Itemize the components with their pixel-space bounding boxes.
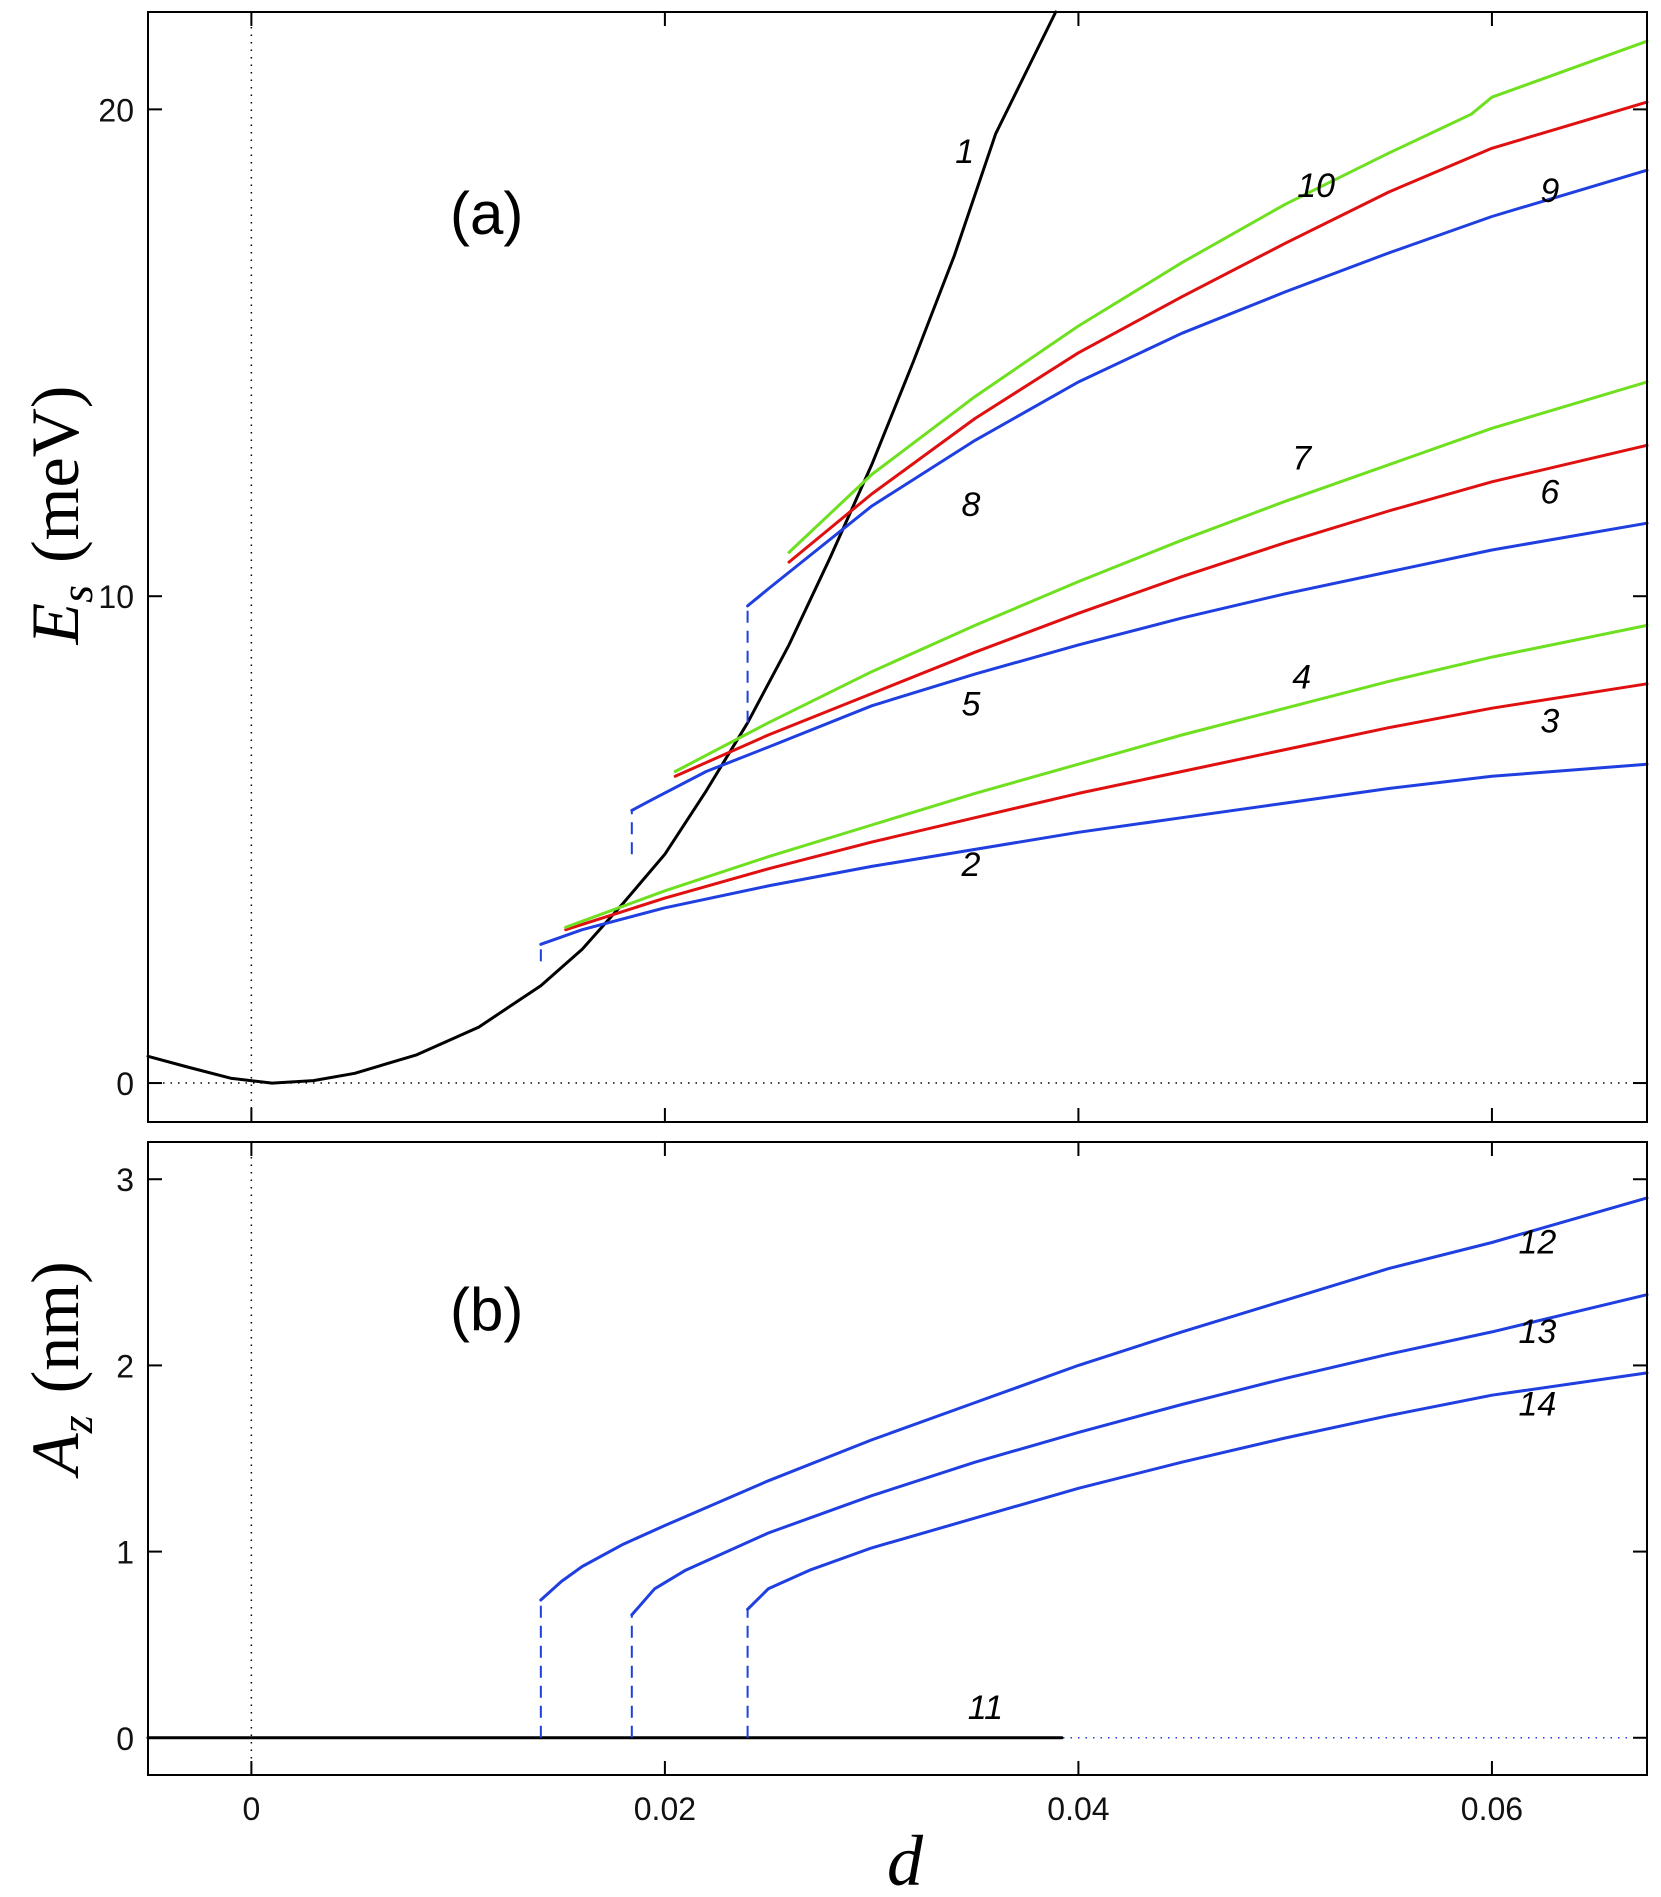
panel-a-series-3	[564, 682, 1649, 932]
panel-a-curve-label-5: 5	[961, 685, 980, 723]
svg-text:Az(nm): Az (nm)	[17, 1261, 102, 1479]
panel-a-series-9	[787, 100, 1649, 564]
panel-b-ytick-label: 0	[116, 1721, 134, 1757]
panel-a-curve-label-8: 8	[961, 486, 980, 524]
panel-a-series-8	[746, 168, 1649, 608]
panel-b-ytick-label: 3	[116, 1162, 134, 1198]
panel-a-series-2	[539, 762, 1649, 946]
panel-a-ylabel-unit: (meV)	[17, 386, 93, 563]
panel-b-series-12	[539, 1196, 1649, 1602]
panel-a-ylabel-main: E	[17, 603, 93, 646]
panel-b-ytick-label: 1	[116, 1535, 134, 1571]
x-axis-label: d	[887, 1821, 924, 1897]
panel-b-xtick-label: 0	[242, 1791, 260, 1827]
panel-a-curve-label-7: 7	[1292, 440, 1312, 478]
panel-b-ylabel-main: A	[17, 1433, 93, 1479]
panel-a-ytick-label: 10	[98, 579, 134, 615]
panel-a-curve-label-4: 4	[1292, 659, 1311, 697]
panel-a-ytick-label: 20	[98, 92, 134, 128]
panel-b-ylabel-unit: (nm)	[17, 1261, 93, 1393]
panel-a-ytick-label: 0	[116, 1066, 134, 1102]
panel-a-curve-label-10: 10	[1297, 167, 1335, 205]
panel-a-series-7	[673, 380, 1649, 773]
panel-b-xtick-label: 0.02	[634, 1791, 696, 1827]
panel-b-curve-label-14: 14	[1519, 1386, 1557, 1424]
panel-b-frame	[147, 1141, 1648, 1776]
panel-b-xtick-label: 0.06	[1461, 1791, 1523, 1827]
panel-a-curve-label-2: 2	[960, 846, 980, 884]
panel-b-curve-label-12: 12	[1519, 1224, 1557, 1262]
panel-b-xtick-label: 0.04	[1047, 1791, 1109, 1827]
panel-b-curve-label-11: 11	[968, 1689, 1003, 1727]
panel-b-ytick-label: 2	[116, 1348, 134, 1384]
panel-b-label: (b)	[450, 1276, 523, 1343]
panel-a-series-1	[146, 10, 1058, 1085]
panel-b-curve-label-13: 13	[1519, 1313, 1557, 1351]
panel-b-series-14	[746, 1371, 1649, 1611]
panel-a-curve-label-9: 9	[1540, 172, 1559, 210]
panel-a-series-4	[564, 623, 1649, 929]
panel-b-ylabel-sub: z	[51, 1415, 102, 1434]
panel-b-ylabel: Az (nm)	[17, 1261, 102, 1479]
panel-a-series-5	[630, 521, 1649, 812]
panel-a-ylabel: Es (meV)	[17, 386, 102, 646]
panel-a-ylabel-sub: s	[51, 585, 102, 603]
panel-a-label: (a)	[450, 180, 523, 247]
panel-a-series-10	[787, 39, 1649, 554]
panel-a-series-6	[673, 443, 1649, 778]
panel-a-frame	[147, 11, 1648, 1123]
panel-a-curve-label-1: 1	[955, 133, 974, 171]
panel-a: 0 10 20 1 2 3 4 5 6 7 8 9 10 (a)	[98, 10, 1649, 1123]
svg-text:Es(meV): Es (meV)	[17, 386, 102, 646]
panel-a-curve-label-3: 3	[1540, 703, 1559, 741]
panel-a-curve-label-6: 6	[1540, 474, 1559, 512]
panel-b-series-13	[630, 1293, 1649, 1617]
